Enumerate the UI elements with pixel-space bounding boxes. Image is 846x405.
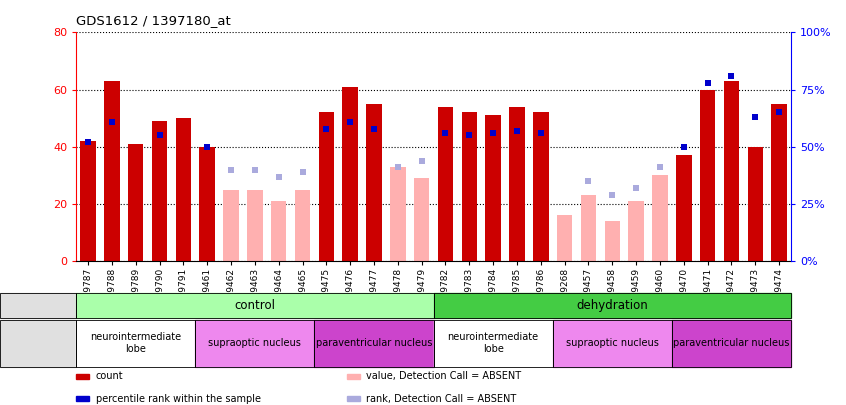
Text: count: count bbox=[96, 371, 124, 381]
Bar bbox=[128, 144, 144, 261]
Text: supraoptic nucleus: supraoptic nucleus bbox=[566, 338, 659, 348]
Bar bbox=[533, 113, 548, 261]
Text: GDS1612 / 1397180_at: GDS1612 / 1397180_at bbox=[76, 14, 231, 27]
Bar bbox=[247, 190, 262, 261]
Text: neurointermediate
lobe: neurointermediate lobe bbox=[91, 333, 181, 354]
Text: neurointermediate
lobe: neurointermediate lobe bbox=[448, 333, 539, 354]
Text: rank, Detection Call = ABSENT: rank, Detection Call = ABSENT bbox=[366, 394, 517, 403]
Text: control: control bbox=[234, 299, 275, 312]
Text: protocol: protocol bbox=[8, 301, 53, 310]
Bar bbox=[414, 178, 430, 261]
Bar bbox=[580, 196, 596, 261]
Text: supraoptic nucleus: supraoptic nucleus bbox=[208, 338, 301, 348]
Bar bbox=[557, 215, 573, 261]
Bar bbox=[319, 113, 334, 261]
Bar bbox=[176, 118, 191, 261]
Bar bbox=[271, 201, 287, 261]
Text: tissue: tissue bbox=[8, 338, 41, 348]
Bar bbox=[343, 87, 358, 261]
Bar bbox=[200, 147, 215, 261]
Bar bbox=[390, 167, 405, 261]
Bar bbox=[486, 115, 501, 261]
Bar bbox=[748, 147, 763, 261]
Bar bbox=[509, 107, 525, 261]
Bar bbox=[294, 190, 310, 261]
Text: ▶: ▶ bbox=[51, 338, 58, 348]
Bar bbox=[151, 121, 168, 261]
Bar bbox=[80, 141, 96, 261]
Text: percentile rank within the sample: percentile rank within the sample bbox=[96, 394, 261, 403]
Bar bbox=[772, 104, 787, 261]
Text: value, Detection Call = ABSENT: value, Detection Call = ABSENT bbox=[366, 371, 521, 381]
Bar bbox=[462, 113, 477, 261]
Bar bbox=[629, 201, 644, 261]
Text: dehydration: dehydration bbox=[576, 299, 648, 312]
Text: ▶: ▶ bbox=[51, 301, 58, 310]
Text: paraventricular nucleus: paraventricular nucleus bbox=[673, 338, 789, 348]
Bar bbox=[104, 81, 119, 261]
Bar bbox=[723, 81, 739, 261]
Bar bbox=[700, 90, 716, 261]
Bar bbox=[223, 190, 239, 261]
Bar bbox=[437, 107, 453, 261]
Bar bbox=[652, 175, 667, 261]
Bar bbox=[676, 156, 691, 261]
Text: paraventricular nucleus: paraventricular nucleus bbox=[316, 338, 432, 348]
Bar bbox=[366, 104, 382, 261]
Bar bbox=[605, 221, 620, 261]
